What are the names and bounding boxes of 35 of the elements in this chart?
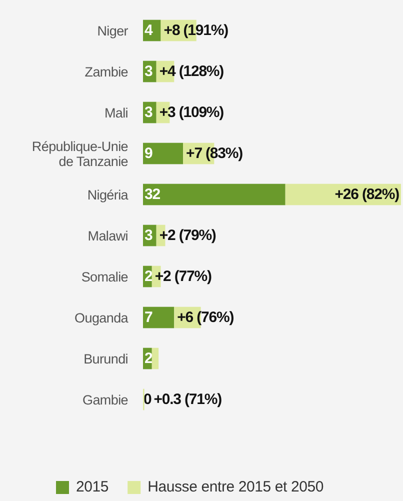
data-label: +3 (109%) bbox=[159, 104, 224, 121]
data-label: +6 (76%) bbox=[177, 309, 234, 326]
data-label: 0 bbox=[144, 391, 152, 408]
y-tick-label: Nigéria bbox=[87, 187, 129, 202]
data-label: 3 bbox=[144, 227, 152, 244]
data-label: +0.3 (71%) bbox=[154, 391, 222, 408]
y-tick-label: Zambie bbox=[84, 64, 128, 79]
data-label: +8 (191%) bbox=[164, 22, 229, 39]
data-label: 3 bbox=[144, 104, 152, 121]
bar bbox=[152, 348, 159, 370]
legend-label: 2015 bbox=[76, 478, 109, 496]
data-label: 4 bbox=[144, 22, 154, 39]
y-tick-label: Ouganda bbox=[74, 310, 129, 325]
legend-label: Hausse entre 2015 et 2050 bbox=[148, 478, 324, 496]
bar bbox=[143, 142, 184, 164]
data-label: 2 bbox=[144, 268, 152, 285]
y-tick-label: Gambie bbox=[82, 392, 128, 407]
bar bbox=[143, 184, 286, 206]
y-tick-label: Somalie bbox=[81, 269, 128, 284]
data-label: +4 (128%) bbox=[159, 63, 224, 80]
data-label: +26 (82%) bbox=[334, 186, 400, 203]
y-tick-label: République-Unie de Tanzanie bbox=[32, 138, 128, 168]
bar bbox=[143, 306, 174, 328]
data-label: 32 bbox=[144, 186, 160, 203]
y-tick-label: Mali bbox=[104, 105, 128, 120]
data-label: 9 bbox=[144, 145, 152, 162]
y-tick-label: Burundi bbox=[84, 351, 128, 366]
data-label: 3 bbox=[144, 63, 152, 80]
y-tick-label: Niger bbox=[97, 23, 129, 38]
data-label: 2 bbox=[144, 350, 152, 367]
data-label: +7 (83%) bbox=[186, 145, 244, 162]
y-tick-label: Malawi bbox=[88, 228, 128, 243]
data-label: +2 (79%) bbox=[159, 227, 216, 244]
data-label: +2 (77%) bbox=[154, 268, 212, 285]
data-label: 7 bbox=[144, 309, 152, 326]
